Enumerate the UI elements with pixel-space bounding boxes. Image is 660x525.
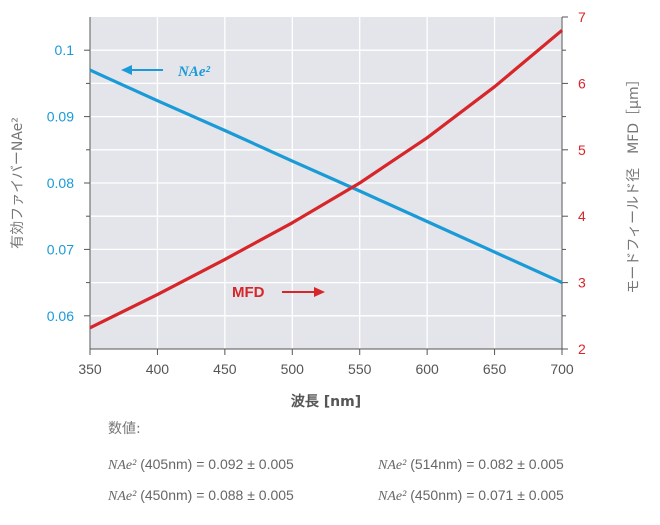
y-right-tick-label: 3 (578, 275, 586, 291)
y-left-tick-label: 0.07 (47, 241, 74, 257)
y-right-tick-label: 4 (578, 208, 586, 224)
note-item: NAe² (450nm) = 0.071 ± 0.005 (378, 487, 648, 505)
axis-labels: 波長 [nm] 有効ファイバーNAe² モードフィールド径 MFD［μm］ (10, 72, 642, 410)
note-text: (450nm) = 0.088 ± 0.005 (136, 487, 294, 503)
y-right-tick-label: 6 (578, 75, 586, 91)
mfd-annotation-label: MFD (232, 284, 265, 301)
x-tick-label: 500 (281, 361, 305, 377)
series-line-nae (89, 68, 563, 285)
series-layer (89, 29, 564, 330)
x-tick-label: 700 (550, 361, 574, 377)
y-right-tick-label: 7 (578, 9, 586, 25)
series-line-mfd (89, 29, 564, 330)
notes-panel: 数値: NAe² (405nm) = 0.092 ± 0.005 NAe² (5… (108, 418, 648, 518)
axes: 350 400 450 500 550 600 650 700 0.06 0.07 0.08 0.09… (47, 9, 586, 377)
note-symbol: NAe² (378, 458, 407, 473)
x-tick-label: 350 (78, 361, 102, 377)
y-left-axis-title: 有効ファイバーNAe² (10, 117, 26, 249)
chart: 350 400 450 500 550 600 650 700 0.06 0.07 0.08 0.09… (10, 9, 642, 410)
x-tick-label: 650 (483, 361, 507, 377)
y-left-tick-label: 0.1 (55, 42, 75, 58)
x-tick-label: 550 (348, 361, 372, 377)
note-item: NAe² (450nm) = 0.088 ± 0.005 (108, 487, 378, 505)
x-tick-label: 400 (146, 361, 170, 377)
na-annotation-label: NAe² (177, 64, 210, 80)
y-left-tick-label: 0.09 (47, 109, 74, 125)
na-arrow-head (121, 65, 132, 75)
notes-row: NAe² (405nm) = 0.092 ± 0.005 NAe² (514nm… (108, 456, 648, 474)
y-right-tick-label: 2 (578, 341, 586, 357)
note-item: NAe² (514nm) = 0.082 ± 0.005 (378, 456, 648, 474)
mfd-arrow-head (314, 287, 325, 297)
y-right-tick-label: 5 (578, 142, 586, 158)
notes-row: NAe² (450nm) = 0.088 ± 0.005 NAe² (450nm… (108, 487, 648, 505)
x-axis-title: 波長 [nm] (291, 393, 361, 410)
y-right-axis-title: モードフィールド径 MFD［μm］ (626, 72, 642, 293)
note-symbol: NAe² (108, 458, 137, 473)
note-text: (450nm) = 0.071 ± 0.005 (406, 487, 564, 503)
annotations: NAe² MFD (121, 64, 325, 301)
note-text: (514nm) = 0.082 ± 0.005 (406, 456, 564, 472)
y-left-tick-label: 0.08 (47, 175, 74, 191)
x-tick-label: 450 (213, 361, 237, 377)
x-tick-label: 600 (415, 361, 439, 377)
note-symbol: NAe² (108, 489, 137, 504)
y-left-tick-label: 0.06 (47, 308, 74, 324)
note-symbol: NAe² (378, 489, 407, 504)
note-item: NAe² (405nm) = 0.092 ± 0.005 (108, 456, 378, 474)
notes-heading: 数値: (108, 421, 141, 437)
note-text: (405nm) = 0.092 ± 0.005 (136, 456, 294, 472)
